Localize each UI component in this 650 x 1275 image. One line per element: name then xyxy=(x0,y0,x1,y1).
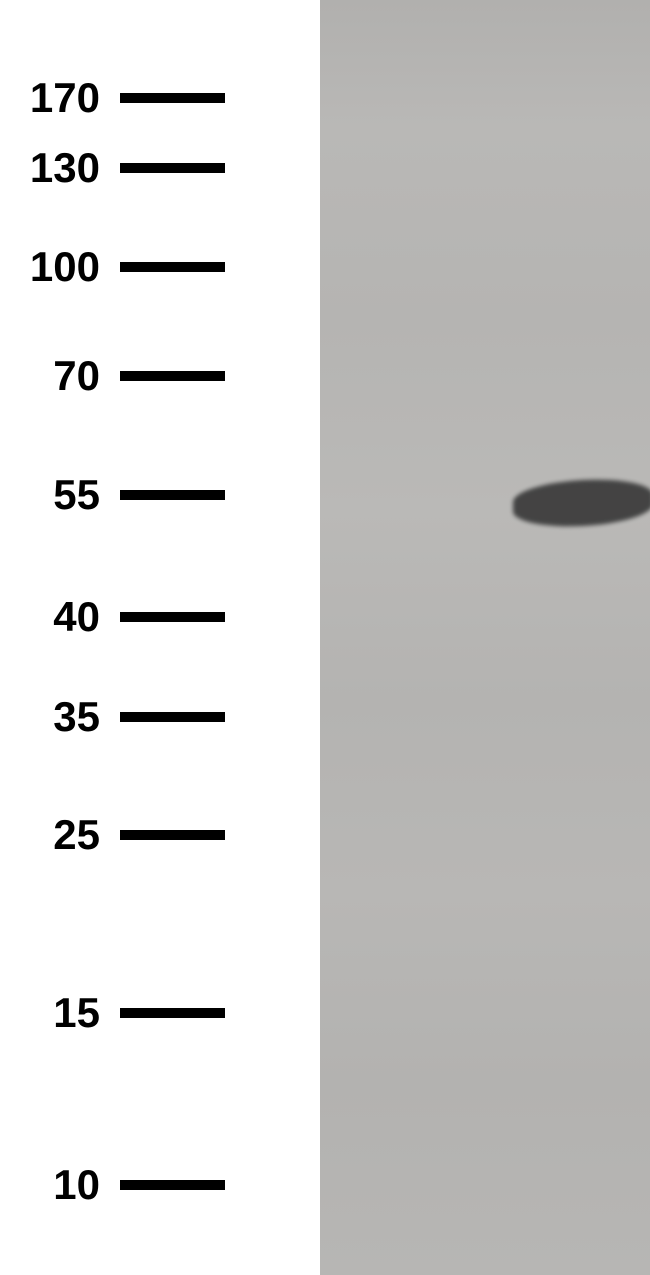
marker-label: 25 xyxy=(0,811,120,859)
marker-label: 15 xyxy=(0,989,120,1037)
gel-area xyxy=(320,0,650,1275)
marker-tick xyxy=(120,490,225,500)
marker-label: 170 xyxy=(0,74,120,122)
mw-ladder: 170 130 100 70 55 40 35 25 15 10 xyxy=(0,0,320,1275)
marker-label: 10 xyxy=(0,1161,120,1209)
lane xyxy=(485,0,650,1275)
marker-row: 35 xyxy=(0,693,320,741)
marker-label: 130 xyxy=(0,144,120,192)
marker-row: 130 xyxy=(0,144,320,192)
marker-tick xyxy=(120,93,225,103)
marker-label: 40 xyxy=(0,593,120,641)
blot-figure: 170 130 100 70 55 40 35 25 15 10 xyxy=(0,0,650,1275)
marker-row: 170 xyxy=(0,74,320,122)
marker-label: 100 xyxy=(0,243,120,291)
band xyxy=(513,476,650,529)
marker-row: 15 xyxy=(0,989,320,1037)
marker-tick xyxy=(120,262,225,272)
marker-row: 40 xyxy=(0,593,320,641)
marker-tick xyxy=(120,163,225,173)
marker-tick xyxy=(120,1180,225,1190)
marker-row: 100 xyxy=(0,243,320,291)
lane xyxy=(320,0,485,1275)
marker-tick xyxy=(120,1008,225,1018)
marker-tick xyxy=(120,830,225,840)
marker-tick xyxy=(120,612,225,622)
marker-row: 55 xyxy=(0,471,320,519)
marker-tick xyxy=(120,371,225,381)
marker-label: 55 xyxy=(0,471,120,519)
marker-row: 70 xyxy=(0,352,320,400)
marker-tick xyxy=(120,712,225,722)
marker-row: 10 xyxy=(0,1161,320,1209)
marker-label: 70 xyxy=(0,352,120,400)
marker-row: 25 xyxy=(0,811,320,859)
marker-label: 35 xyxy=(0,693,120,741)
